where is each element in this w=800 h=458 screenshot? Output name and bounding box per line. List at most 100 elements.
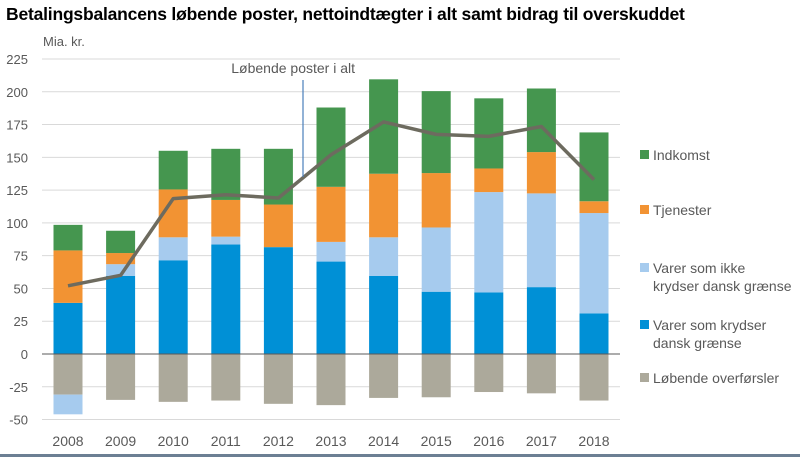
legend-label-line: krydser dansk grænse bbox=[653, 278, 792, 294]
bar-indkomst-2010 bbox=[158, 150, 188, 190]
bar-varer-som-ikke-krydser-dansk-grænse-2010 bbox=[158, 237, 188, 261]
legend-swatch bbox=[640, 205, 649, 214]
bar-varer-som-ikke-krydser-dansk-grænse-2011 bbox=[211, 236, 241, 245]
bar-tjenester-2016 bbox=[474, 168, 504, 193]
bar-varer-som-krydser-dansk-grænse-2012 bbox=[263, 247, 293, 354]
bar-løbende-overførsler-2013 bbox=[316, 354, 346, 406]
y-tick-label: 175 bbox=[6, 118, 28, 133]
bar-tjenester-2012 bbox=[263, 204, 293, 248]
x-tick-label: 2014 bbox=[368, 433, 399, 449]
y-tick-label: 50 bbox=[14, 281, 28, 296]
bar-varer-som-krydser-dansk-grænse-2014 bbox=[369, 275, 399, 354]
legend-label-line: Varer som ikke bbox=[653, 260, 746, 276]
legend-item: Indkomst bbox=[640, 146, 710, 164]
legend-swatch bbox=[640, 263, 649, 272]
legend-item: Løbende overførsler bbox=[640, 369, 779, 387]
bar-varer-som-krydser-dansk-grænse-2010 bbox=[158, 260, 188, 354]
x-tick-label: 2017 bbox=[526, 433, 557, 449]
x-tick-label: 2016 bbox=[473, 433, 504, 449]
legend-label: Indkomst bbox=[653, 146, 710, 164]
bar-tjenester-2008 bbox=[53, 250, 83, 303]
bar-tjenester-2009 bbox=[106, 253, 136, 265]
bar-varer-som-krydser-dansk-grænse-2013 bbox=[316, 261, 346, 354]
legend-item: Varer som krydser dansk grænse bbox=[640, 316, 766, 352]
y-tick-label: 100 bbox=[6, 216, 28, 231]
y-axis-label: Mia. kr. bbox=[43, 34, 85, 49]
y-tick-label: 150 bbox=[6, 150, 28, 165]
y-tick-label: 0 bbox=[21, 347, 28, 362]
legend-swatch bbox=[640, 150, 649, 159]
bar-løbende-overførsler-2009 bbox=[106, 354, 136, 400]
legend-swatch bbox=[640, 320, 649, 329]
legend-label-line: Indkomst bbox=[653, 147, 710, 163]
bar-løbende-overførsler-2016 bbox=[474, 354, 504, 393]
bar-varer-som-krydser-dansk-grænse-2011 bbox=[211, 244, 241, 354]
y-tick-label: 75 bbox=[14, 249, 28, 264]
bar-varer-som-ikke-krydser-dansk-grænse-2018 bbox=[579, 213, 609, 314]
y-tick-label: -50 bbox=[9, 413, 28, 428]
bar-løbende-overførsler-2012 bbox=[263, 354, 293, 404]
bar-tjenester-2013 bbox=[316, 186, 346, 242]
bar-indkomst-2018 bbox=[579, 132, 609, 202]
bar-varer-som-ikke-krydser-dansk-grænse-2014 bbox=[369, 237, 399, 276]
x-tick-label: 2010 bbox=[158, 433, 189, 449]
bar-tjenester-2011 bbox=[211, 199, 241, 237]
bar-varer-som-ikke-krydser-dansk-grænse-2015 bbox=[421, 227, 451, 292]
legend-label-line: dansk grænse bbox=[653, 335, 742, 351]
bar-varer-som-ikke-krydser-dansk-grænse-2016 bbox=[474, 192, 504, 293]
y-tick-label: -25 bbox=[9, 380, 28, 395]
x-tick-label: 2011 bbox=[211, 433, 241, 449]
y-tick-label: 125 bbox=[6, 183, 28, 198]
legend-label: Varer som krydser dansk grænse bbox=[653, 316, 766, 352]
bar-varer-som-krydser-dansk-grænse-2009 bbox=[106, 275, 136, 354]
bar-indkomst-2011 bbox=[211, 148, 241, 200]
bar-løbende-overførsler-2018 bbox=[579, 354, 609, 401]
x-tick-label: 2013 bbox=[315, 433, 346, 449]
bar-varer-som-krydser-dansk-grænse-2018 bbox=[579, 313, 609, 354]
line-annotation-label: Løbende poster i alt bbox=[231, 60, 355, 76]
bar-varer-som-krydser-dansk-grænse-2016 bbox=[474, 292, 504, 354]
y-tick-label: 225 bbox=[6, 52, 28, 67]
bar-varer-som-ikke-krydser-dansk-grænse-2008 bbox=[53, 394, 83, 415]
legend-label-line: Varer som krydser bbox=[653, 317, 767, 333]
legend-item: Varer som ikke krydser dansk grænse bbox=[640, 259, 792, 295]
legend-swatch bbox=[640, 373, 649, 382]
bar-løbende-overførsler-2010 bbox=[158, 354, 188, 402]
bar-løbende-overførsler-2015 bbox=[421, 354, 451, 398]
legend-label: Tjenester bbox=[653, 201, 711, 219]
bar-indkomst-2009 bbox=[106, 230, 136, 254]
bar-tjenester-2014 bbox=[369, 173, 399, 238]
bar-indkomst-2012 bbox=[263, 148, 293, 205]
chart-title: Betalingsbalancens løbende poster, netto… bbox=[6, 4, 685, 24]
bar-løbende-overførsler-2011 bbox=[211, 354, 241, 401]
x-tick-label: 2008 bbox=[52, 433, 83, 449]
legend-item: Tjenester bbox=[640, 201, 711, 219]
bottom-border bbox=[0, 454, 800, 457]
bar-løbende-overførsler-2008 bbox=[53, 354, 83, 395]
bar-indkomst-2008 bbox=[53, 224, 83, 251]
legend-label-line: Løbende overførsler bbox=[653, 370, 780, 386]
bar-tjenester-2017 bbox=[526, 152, 556, 194]
y-tick-label: 25 bbox=[14, 314, 28, 329]
y-tick-label: 200 bbox=[6, 85, 28, 100]
bar-varer-som-krydser-dansk-grænse-2008 bbox=[53, 302, 83, 354]
legend-label-line: Tjenester bbox=[653, 202, 712, 218]
bar-varer-som-krydser-dansk-grænse-2017 bbox=[526, 287, 556, 354]
bar-løbende-overførsler-2017 bbox=[526, 354, 556, 394]
bar-varer-som-ikke-krydser-dansk-grænse-2017 bbox=[526, 193, 556, 288]
bar-indkomst-2017 bbox=[526, 88, 556, 153]
legend-label: Løbende overførsler bbox=[653, 369, 779, 387]
x-tick-label: 2009 bbox=[105, 433, 136, 449]
bar-varer-som-krydser-dansk-grænse-2015 bbox=[421, 291, 451, 354]
bar-tjenester-2015 bbox=[421, 173, 451, 228]
legend-label: Varer som ikke krydser dansk grænse bbox=[653, 259, 792, 295]
bar-tjenester-2018 bbox=[579, 201, 609, 214]
bar-varer-som-ikke-krydser-dansk-grænse-2009 bbox=[106, 264, 136, 276]
bar-løbende-overførsler-2014 bbox=[369, 354, 399, 398]
x-tick-label: 2018 bbox=[578, 433, 609, 449]
bar-varer-som-ikke-krydser-dansk-grænse-2013 bbox=[316, 241, 346, 262]
x-tick-label: 2015 bbox=[421, 433, 452, 449]
x-tick-label: 2012 bbox=[263, 433, 294, 449]
